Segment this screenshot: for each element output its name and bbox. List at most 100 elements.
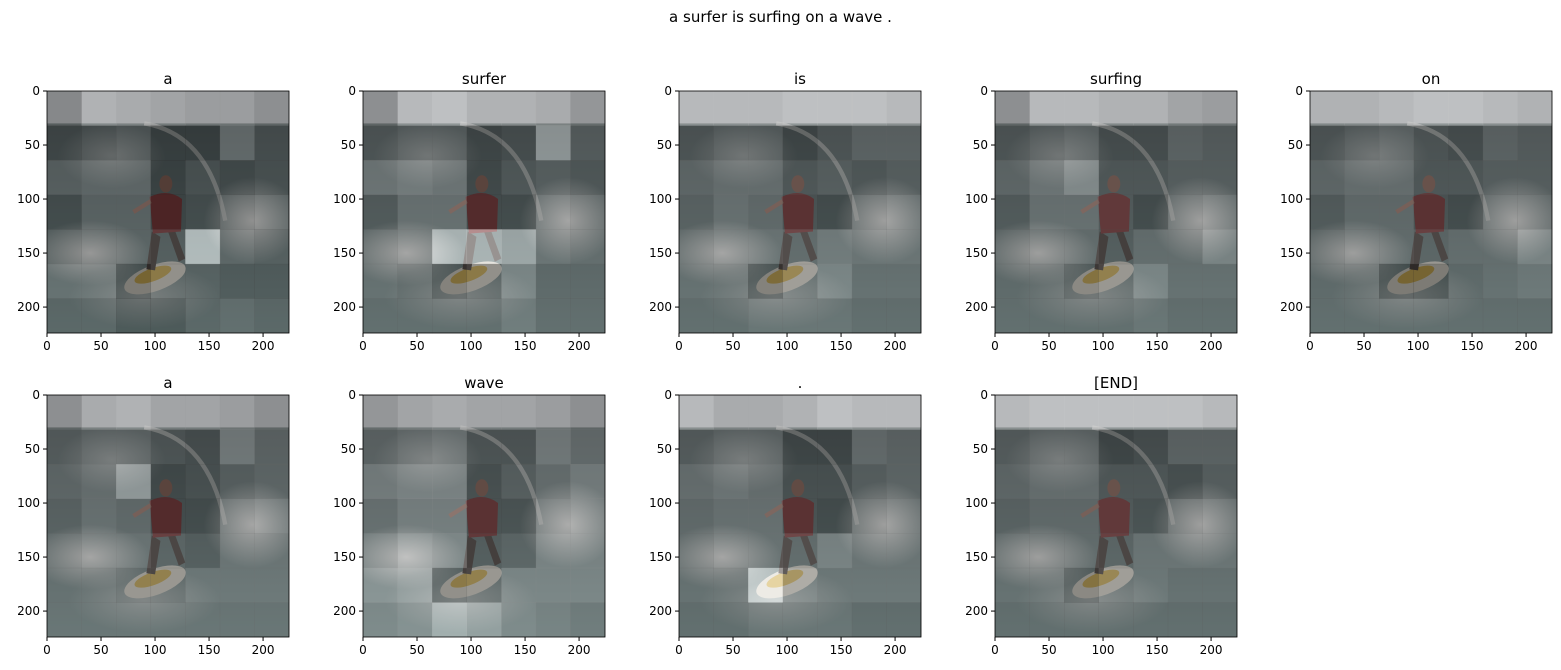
attention-cell [363,395,398,430]
attention-cell [1379,91,1415,126]
attention-cell [501,429,537,465]
attention-cell [1202,194,1238,230]
attention-cell [1167,464,1203,500]
attention-cell [219,602,255,638]
panel-title: [END] [1094,374,1138,392]
attention-cell [397,429,433,465]
attention-cell [432,429,468,465]
axes-frame [678,90,922,334]
attention-cell [1202,125,1238,161]
attention-cell [1413,160,1449,196]
attention-cell [363,602,398,638]
x-tick-label: 100 [1407,339,1430,353]
attention-cell [150,464,186,500]
attention-cell [995,602,1030,638]
attention-cell [466,498,502,534]
attention-cell [851,533,887,569]
attention-cell [886,567,922,603]
y-tick-label: 100 [17,192,40,206]
attention-cell [185,91,221,126]
attention-cell [679,125,714,161]
x-tick-label: 200 [1515,339,1538,353]
panel-title: a [163,70,172,88]
y-tick-label: 0 [664,84,672,98]
attention-cell [1344,160,1380,196]
attention-cell [1133,263,1169,299]
attention-cell [679,298,714,334]
attention-panel: a 0 50 100 150 200 0 50 100 150 200 [17,374,290,657]
attention-cell [1448,160,1484,196]
attention-cell [397,395,433,430]
attention-cell [363,194,398,230]
attention-cell [995,194,1030,230]
attention-cell [397,263,433,299]
attention-cell [1167,498,1203,534]
attention-cell [782,498,818,534]
axes-frame [678,394,922,638]
attention-cell [150,298,186,334]
attention-cell [432,498,468,534]
attention-cell [150,125,186,161]
attention-cell [782,263,818,299]
attention-cell [1379,160,1415,196]
attention-cell [1413,298,1449,334]
panel-title: . [798,374,803,392]
x-tick-label: 50 [409,339,424,353]
attention-cell [1098,91,1134,126]
attention-cell [782,429,818,465]
attention-cell [81,602,117,638]
axes-frame [46,394,290,638]
attention-cell [1202,160,1238,196]
attention-cell [570,194,606,230]
attention-cell [81,533,117,569]
attention-cell [219,194,255,230]
attention-cell [47,160,82,196]
attention-cell [535,602,571,638]
attention-cell [432,567,468,603]
attention-cell [1064,91,1100,126]
attention-cell [1202,567,1238,603]
attention-cell [1029,429,1065,465]
attention-cell [1098,498,1134,534]
attention-cell [1098,263,1134,299]
attention-cell [1379,194,1415,230]
attention-cell [748,602,784,638]
attention-cell [1064,160,1100,196]
attention-cell [535,125,571,161]
attention-cell [219,91,255,126]
attention-cell [1029,91,1065,126]
attention-cell [254,567,290,603]
attention-cell [817,194,853,230]
attention-cell [363,567,398,603]
attention-cell [713,498,749,534]
attention-cell [570,567,606,603]
y-tick-label: 50 [657,442,672,456]
attention-cell [570,498,606,534]
attention-cell [363,160,398,196]
y-tick-label: 200 [649,604,672,618]
x-tick-label: 50 [1356,339,1371,353]
attention-cell [570,395,606,430]
attention-cell [219,298,255,334]
axes-frame [994,90,1238,334]
attention-cell [1029,464,1065,500]
attention-cell [713,160,749,196]
y-tick-label: 0 [664,388,672,402]
attention-cell [817,125,853,161]
attention-cell [363,91,398,126]
attention-cell [47,298,82,334]
x-tick-label: 200 [252,643,275,657]
attention-cell [782,194,818,230]
attention-cell [748,298,784,334]
attention-cell [1029,602,1065,638]
attention-cell [363,263,398,299]
attention-cell [1098,125,1134,161]
attention-cell [363,533,398,569]
y-tick-label: 150 [17,550,40,564]
attention-cell [748,91,784,126]
attention-cell [1482,91,1518,126]
x-tick-label: 100 [776,643,799,657]
attention-cell [1310,194,1345,230]
attention-cell [466,160,502,196]
attention-cell [116,194,152,230]
